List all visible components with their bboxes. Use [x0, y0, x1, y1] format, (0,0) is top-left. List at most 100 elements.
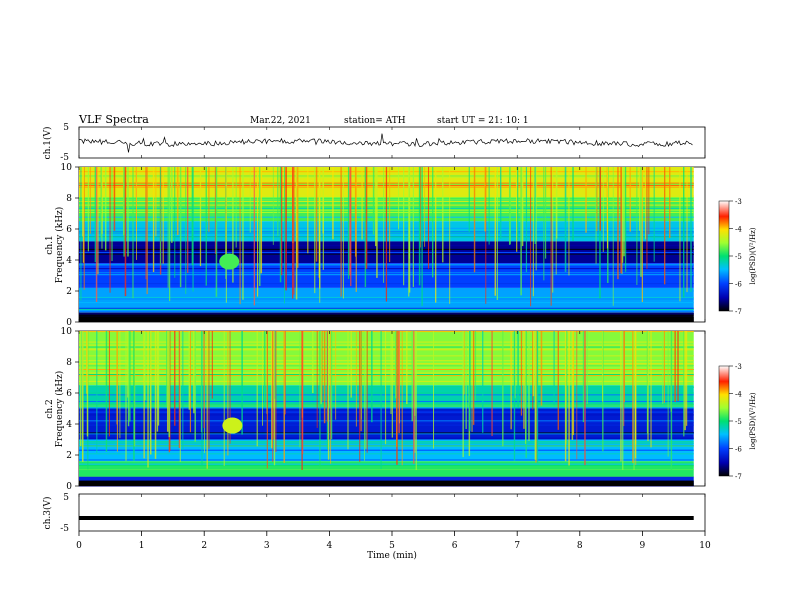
sferic-stroke [208, 167, 210, 232]
spectrogram-line [79, 407, 694, 409]
sferic-stroke [272, 167, 274, 245]
frequency-tick-label: 10 [61, 327, 73, 337]
sferic-stroke [277, 167, 279, 237]
sferic-stroke [543, 167, 545, 281]
sferic-stroke [105, 331, 108, 452]
sferic-stroke [342, 167, 344, 299]
sferic-stroke [285, 167, 287, 291]
sferic-stroke [191, 167, 194, 266]
sferic-stroke [149, 331, 152, 455]
sferic-stroke [674, 331, 676, 402]
ch3-ytick-bottom: -5 [60, 524, 69, 534]
sferic-stroke [119, 331, 121, 439]
sferic-stroke [532, 167, 534, 297]
spectrogram-line [79, 314, 694, 316]
spectrogram-line [79, 392, 694, 394]
spectrogram-line [79, 422, 694, 424]
sferic-stroke [639, 167, 641, 231]
frequency-tick-label: 4 [66, 420, 72, 430]
sferic-stroke [323, 331, 326, 424]
sferic-stroke [124, 167, 127, 297]
sferic-stroke [249, 167, 251, 233]
sferic-stroke [412, 167, 414, 287]
sferic-stroke [187, 167, 189, 273]
sferic-stroke [550, 167, 552, 306]
sferic-stroke [100, 167, 102, 238]
spectrogram-line [79, 485, 694, 487]
sferic-stroke [321, 331, 323, 403]
sferic-stroke [667, 331, 669, 457]
sferic-stroke [677, 331, 679, 401]
sferic-stroke [520, 167, 522, 296]
sferic-stroke [584, 331, 586, 466]
spectrogram-line [79, 349, 694, 351]
ch1-spectrogram-image [79, 167, 694, 322]
sferic-stroke [299, 331, 301, 448]
sferic-stroke [281, 167, 283, 276]
sferic-stroke [683, 331, 685, 437]
spectrogram-line [79, 331, 694, 333]
sferic-stroke [201, 331, 203, 466]
sferic-stroke [354, 167, 357, 257]
sferic-stroke [385, 331, 387, 445]
ch1-colorbar: -3 -4 -5 -6 -7 log(PSD)(V²/Hz) [718, 198, 757, 316]
sferic-stroke [215, 167, 218, 297]
ch3-waveform-line [79, 516, 694, 520]
sferic-stroke [293, 167, 295, 295]
sferic-stroke [617, 167, 619, 280]
colorbar-tick-label: -3 [735, 363, 742, 371]
sferic-stroke [260, 167, 263, 274]
ch1-waveform-frame [78, 126, 706, 159]
spectrogram-band [79, 461, 694, 477]
sferic-stroke [564, 331, 567, 462]
sferic-stroke [398, 331, 400, 434]
sferic-stroke [227, 331, 229, 456]
sferic-stroke [653, 167, 655, 262]
sferic-stroke [360, 331, 362, 432]
time-axis-label: Time (min) [367, 550, 417, 561]
sferic-stroke [311, 331, 314, 394]
sferic-stroke [525, 331, 527, 458]
spectrogram-line [79, 465, 694, 467]
sferic-stroke [572, 167, 574, 241]
sferic-stroke [623, 167, 625, 257]
sferic-stroke [633, 331, 635, 470]
sferic-stroke [297, 167, 299, 268]
sferic-stroke [513, 331, 516, 461]
sferic-stroke [364, 167, 367, 288]
sferic-stroke [602, 331, 603, 402]
sferic-stroke [432, 331, 435, 449]
sferic-stroke [330, 331, 332, 464]
sferic-stroke [169, 167, 171, 302]
sferic-stroke [383, 167, 385, 283]
sferic-stroke [496, 167, 498, 300]
sferic-stroke [471, 331, 473, 432]
sferic-stroke [359, 331, 361, 462]
sferic-stroke [239, 167, 241, 305]
sferic-stroke [259, 167, 261, 287]
sferic-stroke [242, 167, 244, 300]
sferic-stroke [690, 167, 692, 292]
spectrogram-baseline-strip [79, 316, 694, 322]
sferic-stroke [302, 331, 304, 454]
sferic-stroke [133, 331, 135, 461]
sferic-stroke [211, 331, 213, 399]
sferic-stroke [463, 331, 465, 395]
sferic-stroke [144, 331, 146, 401]
spectrogram-line [79, 369, 694, 371]
sferic-stroke [174, 167, 176, 278]
sferic-stroke [314, 167, 316, 294]
ch1-ylabel: ch.1(V) [42, 127, 53, 160]
sferic-stroke [95, 167, 98, 302]
spectrogram-band [79, 408, 694, 440]
sferic-stroke [585, 167, 587, 233]
time-axis-tick-label: 9 [640, 541, 646, 551]
emission-feature [222, 417, 243, 434]
sferic-stroke [97, 167, 99, 274]
sferic-stroke [104, 167, 107, 251]
spectrogram-line [79, 367, 694, 369]
sferic-stroke [194, 331, 196, 442]
sferic-stroke [650, 331, 652, 448]
sferic-stroke [473, 167, 476, 273]
